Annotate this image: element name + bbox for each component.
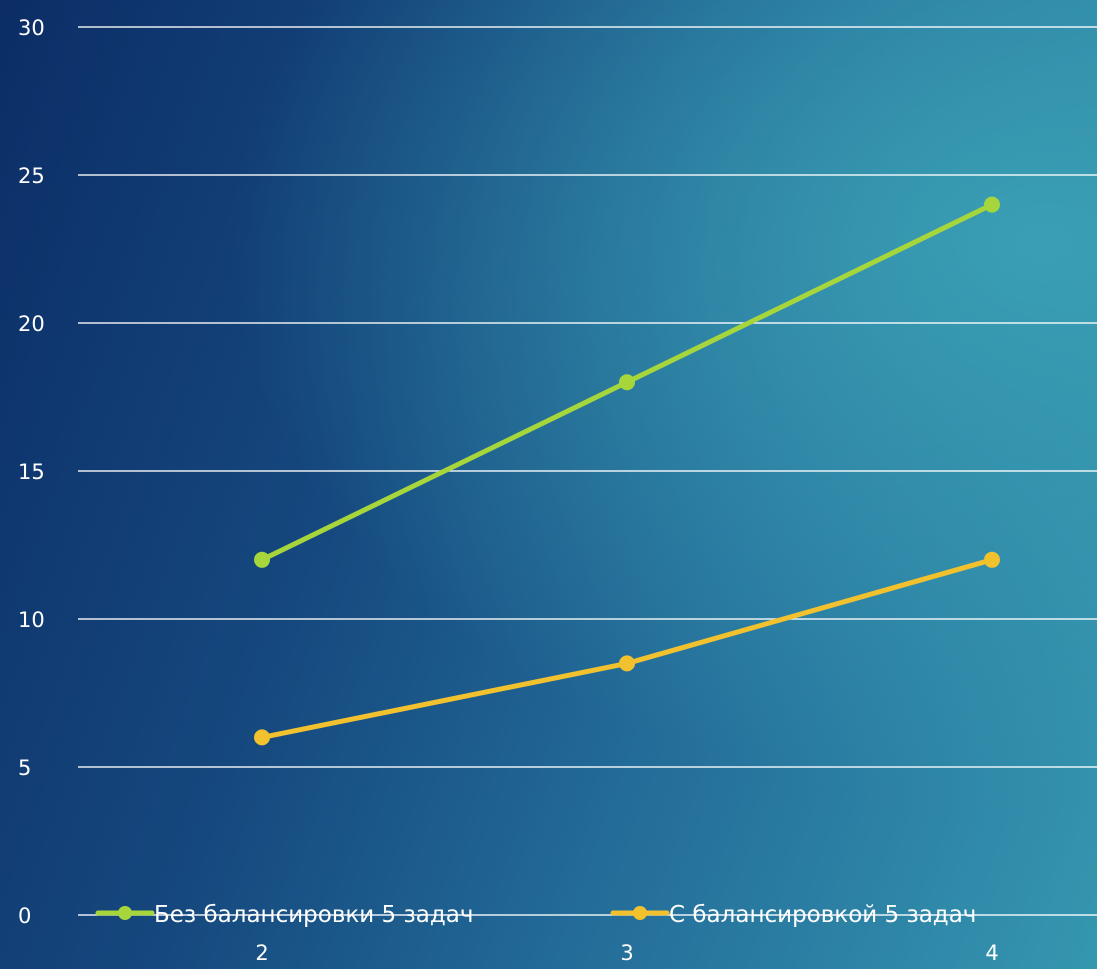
y-tick-label: 10	[18, 608, 45, 632]
x-tick-label: 2	[255, 941, 268, 965]
data-point	[984, 551, 1000, 568]
legend-label: С балансировкой 5 задач	[669, 902, 976, 928]
y-axis-tick-labels: 0 5 10 15 20 25 30	[18, 16, 45, 928]
legend-item: С балансировкой 5 задач	[610, 902, 976, 928]
legend-swatch-marker	[118, 906, 132, 920]
y-tick-label: 0	[18, 904, 31, 928]
y-tick-label: 20	[18, 312, 45, 336]
legend: Без балансировки 5 задач С балансировкой …	[95, 902, 976, 928]
data-point	[619, 655, 635, 672]
legend-item: Без балансировки 5 задач	[95, 902, 473, 928]
x-tick-label: 4	[985, 941, 998, 965]
y-tick-label: 15	[18, 460, 45, 484]
data-point	[619, 374, 635, 391]
gridlines	[78, 26, 1097, 916]
y-tick-label: 30	[18, 16, 45, 40]
legend-label: Без балансировки 5 задач	[154, 902, 473, 928]
data-point	[984, 196, 1000, 213]
series-layer	[254, 196, 1000, 746]
data-point	[254, 729, 270, 746]
x-tick-label: 3	[620, 941, 633, 965]
series-0	[254, 196, 1000, 568]
legend-swatch-marker	[633, 906, 647, 920]
y-tick-label: 25	[18, 164, 45, 188]
series-line	[259, 557, 995, 740]
data-point	[254, 551, 270, 568]
series-1	[254, 551, 1000, 746]
y-tick-label: 5	[18, 756, 31, 780]
x-axis-tick-labels: 2 3 4	[255, 941, 998, 965]
